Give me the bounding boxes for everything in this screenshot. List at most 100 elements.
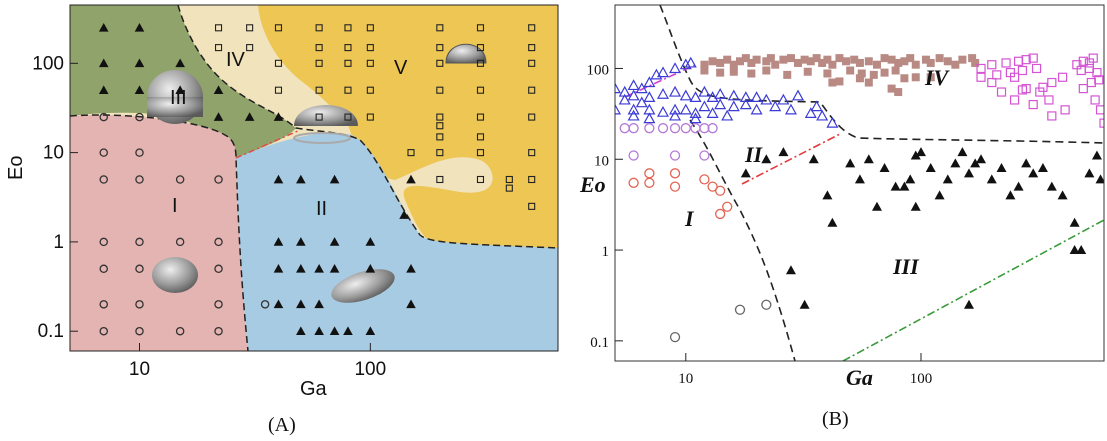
data-point: [244, 112, 255, 121]
data-point: [135, 264, 144, 274]
data-point: [679, 58, 692, 70]
data-point: [803, 67, 812, 76]
data-point: [727, 89, 740, 101]
axis-ticks-a: 10 100 0.1 1 10 100: [32, 53, 386, 380]
data-point: [98, 22, 109, 32]
data-point: [823, 69, 832, 78]
data-point: [135, 326, 144, 336]
data-point: [1009, 95, 1020, 105]
data-point: [976, 72, 986, 82]
data-point: [880, 68, 889, 77]
data-point: [99, 264, 108, 274]
data-point: [926, 73, 935, 82]
data-point: [296, 299, 306, 309]
data-point: [951, 60, 960, 69]
data-point: [669, 85, 682, 97]
data-point: [273, 299, 284, 309]
data-point: [436, 113, 444, 121]
data-point: [366, 59, 374, 67]
data-point: [329, 326, 340, 336]
data-point: [911, 73, 920, 82]
data-point: [315, 86, 323, 94]
data-point: [1005, 190, 1016, 200]
data-point: [689, 112, 702, 124]
data-point: [894, 88, 903, 97]
data-point: [314, 326, 324, 336]
data-point: [343, 326, 353, 336]
y-tick-label: 10: [43, 143, 64, 164]
data-point: [827, 217, 838, 227]
data-point: [1091, 150, 1102, 160]
data-point: [436, 86, 444, 94]
data-point: [669, 181, 681, 192]
data-point: [627, 109, 640, 121]
data-point: [911, 60, 920, 69]
data-point: [407, 149, 415, 157]
data-point: [135, 300, 144, 309]
data-point: [643, 76, 656, 88]
panel-b: 10 100 0.1 1 10 100 I II III IV Ga Eo (B): [579, 4, 1105, 430]
data-point: [680, 123, 691, 134]
data-point: [828, 60, 837, 69]
data-point: [934, 190, 945, 200]
data-point: [505, 184, 513, 192]
data-point: [399, 210, 409, 219]
data-point: [436, 24, 444, 32]
data-point: [1092, 68, 1102, 78]
data-point: [785, 265, 796, 275]
data-point: [891, 66, 900, 75]
data-point: [1078, 84, 1088, 94]
data-point: [657, 123, 669, 134]
data-point: [1060, 105, 1070, 115]
data-point: [1028, 168, 1039, 178]
data-point: [986, 174, 997, 184]
data-point: [273, 237, 284, 246]
data-point: [784, 103, 797, 115]
data-point: [854, 174, 865, 184]
data-point: [628, 123, 639, 134]
data-point: [950, 158, 961, 168]
data-point: [476, 175, 485, 184]
boundary-dashed-a: [70, 114, 249, 351]
bubble-shape-iii: [147, 70, 203, 124]
data-point: [729, 67, 738, 76]
data-point: [740, 168, 751, 178]
data-point: [808, 154, 819, 164]
data-point: [835, 54, 844, 63]
data-point: [246, 44, 254, 52]
data-point: [762, 57, 771, 66]
data-point: [958, 55, 967, 64]
data-point: [845, 158, 856, 168]
data-point: [716, 58, 725, 67]
data-point: [996, 163, 1007, 173]
data-point: [806, 57, 815, 66]
data-point: [669, 150, 681, 161]
data-point: [842, 57, 851, 66]
y-tick-label: 0.1: [590, 335, 609, 351]
data-point: [1099, 118, 1104, 128]
data-point: [1078, 56, 1088, 66]
data-point: [528, 86, 536, 94]
data-point: [476, 133, 485, 141]
data-point: [436, 59, 444, 67]
data-point: [910, 201, 921, 211]
data-point: [872, 60, 881, 69]
data-point: [700, 60, 709, 69]
data-point: [273, 112, 284, 121]
data-point: [528, 202, 536, 210]
data-point: [900, 74, 909, 83]
data-point: [698, 85, 711, 97]
data-point: [762, 66, 771, 75]
data-point: [643, 91, 656, 103]
data-point: [778, 147, 789, 157]
boundary-dashed-b2: [689, 119, 796, 361]
data-point: [628, 177, 639, 188]
data-point: [869, 70, 878, 79]
data-point: [935, 54, 944, 63]
data-point: [729, 60, 738, 69]
data-point: [436, 122, 444, 130]
data-point: [915, 147, 926, 157]
data-point: [273, 174, 284, 184]
x-tick-label: 100: [910, 371, 933, 387]
